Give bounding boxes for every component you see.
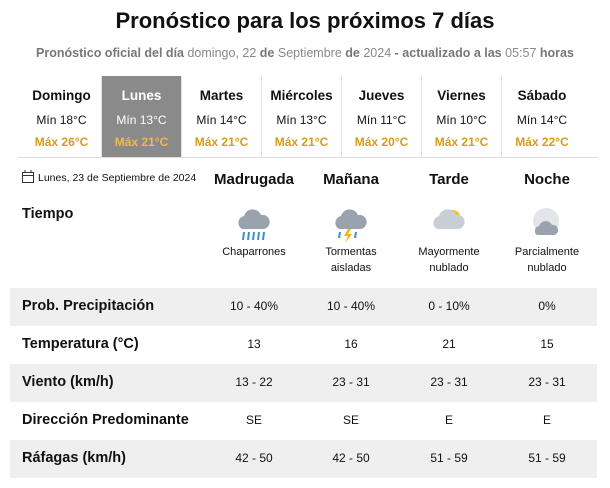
cell: E [444, 413, 453, 427]
day-min: Mín 10°C [436, 113, 487, 127]
period-header: Tarde [429, 171, 469, 188]
cell: 42 - 50 [332, 451, 370, 465]
cell: 23 - 31 [332, 375, 370, 389]
cell: 51 - 59 [430, 451, 468, 465]
table-row: Dirección Predominante SE SE E E [10, 402, 597, 440]
day-max: Máx 26°C [34, 135, 89, 149]
day-max: Máx 21°C [114, 135, 169, 149]
condition: Mayormente nublado [418, 246, 480, 274]
day-max: Máx 20°C [354, 135, 409, 149]
cell: 23 - 31 [430, 375, 468, 389]
row-label: Temperatura (°C) [22, 336, 139, 352]
subtitle-part: de [345, 46, 360, 60]
day-name: Domingo [32, 88, 91, 103]
forecast-date: Lunes, 23 de Septiembre de 2024 [38, 172, 197, 184]
day-tab[interactable]: Martes Mín 14°C Máx 21°C [182, 76, 262, 158]
cell: E [542, 413, 551, 427]
weather-label: Tiempo [22, 206, 74, 222]
cell: 15 [540, 337, 554, 351]
row-label: Dirección Predominante [22, 412, 189, 428]
cell: 51 - 59 [528, 451, 566, 465]
subtitle-part: 2024 [363, 46, 392, 60]
cell: 0 - 10% [428, 299, 470, 313]
table-row: Temperatura (°C) 13 16 21 15 [10, 326, 597, 364]
weather-icon [335, 209, 367, 243]
day-name: Lunes [121, 88, 162, 103]
day-name: Jueves [358, 88, 405, 103]
subtitle-part: Pronóstico oficial del día [36, 46, 184, 60]
cell: 10 - 40% [229, 299, 279, 313]
table-row: Viento (km/h) 13 - 22 23 - 31 23 - 31 23 - 3… [10, 364, 597, 402]
calendar-icon [22, 170, 34, 183]
table-row: Ráfagas (km/h) 42 - 50 42 - 50 51 - 59 51 - … [10, 440, 597, 478]
cell: 0% [538, 299, 556, 313]
cell: 13 - 22 [235, 375, 273, 389]
row-label: Viento (km/h) [22, 374, 114, 390]
cell: SE [245, 413, 262, 427]
row-label: Ráfagas (km/h) [22, 450, 126, 466]
divider [18, 157, 598, 158]
cell: SE [342, 413, 359, 427]
weather-icon [433, 209, 465, 229]
day-max: Máx 22°C [515, 135, 569, 149]
day-min: Mín 11°C [356, 113, 407, 127]
cell: 21 [442, 337, 456, 351]
subtitle-part: - actualizado a las [394, 46, 502, 60]
subtitle-part: horas [539, 46, 574, 60]
day-min: Mín 18°C [36, 113, 87, 127]
day-min: Mín 13°C [276, 113, 327, 127]
day-tab[interactable]: Domingo Mín 18°C Máx 26°C [22, 76, 102, 158]
weather-icon [533, 208, 559, 235]
day-name: Martes [199, 88, 244, 103]
day-min: Mín 14°C [196, 113, 247, 127]
day-name: Viernes [437, 88, 486, 103]
subtitle-part: de [259, 46, 275, 60]
period-header: Madrugada [213, 171, 294, 188]
table-row: Prob. Precipitación 10 - 40% 10 - 40% 0 - 1… [10, 288, 597, 326]
subtitle-part: domingo, 22 [187, 46, 257, 60]
condition: Parcialmente nublado [514, 246, 580, 274]
day-tab[interactable]: Lunes Mín 13°C Máx 21°C [102, 76, 182, 158]
day-tab[interactable]: Jueves Mín 11°C Máx 20°C [342, 76, 422, 158]
day-max: Máx 21°C [274, 135, 329, 149]
cell: 13 [247, 337, 261, 351]
day-min: Mín 14°C [516, 113, 568, 127]
cell: 42 - 50 [235, 451, 273, 465]
cell: 23 - 31 [528, 375, 566, 389]
day-tab[interactable]: Sábado Mín 14°C Máx 22°C [502, 76, 582, 158]
day-name: Sábado [517, 88, 567, 103]
row-label: Prob. Precipitación [22, 298, 155, 314]
subtitle: Pronóstico oficial del día domingo, 22 d… [0, 46, 610, 60]
subtitle-part: 05:57 [505, 46, 537, 60]
cell: 10 - 40% [326, 299, 376, 313]
title: Pronóstico para los próximos 7 días [115, 8, 495, 33]
subtitle-part: Septiembre [277, 46, 342, 60]
day-tab[interactable]: Viernes Mín 10°C Máx 21°C [422, 76, 502, 158]
weather-icon [238, 209, 270, 241]
condition: Tormentas aisladas [325, 246, 377, 274]
day-tab[interactable]: Miércoles Mín 13°C Máx 21°C [262, 76, 342, 158]
condition: Chaparrones [222, 246, 286, 258]
day-max: Máx 21°C [194, 135, 249, 149]
cell: 16 [344, 337, 358, 351]
day-max: Máx 21°C [434, 135, 489, 149]
period-header: Noche [524, 171, 570, 188]
day-name: Miércoles [270, 88, 333, 103]
period-header: Mañana [323, 171, 379, 188]
day-min: Mín 13°C [116, 113, 167, 127]
